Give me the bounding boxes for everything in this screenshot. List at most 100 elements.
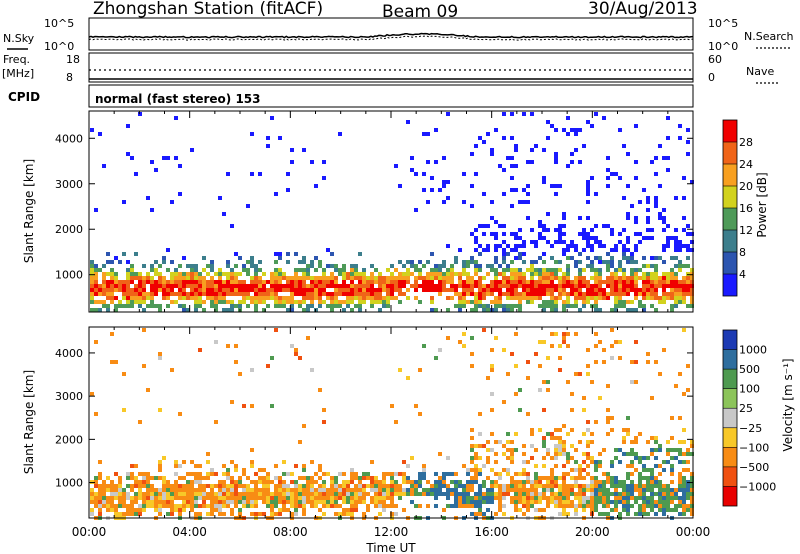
- heatmap-cell: [638, 496, 642, 500]
- heatmap-cell: [246, 484, 250, 488]
- heatmap-cell: [502, 308, 506, 312]
- heatmap-cell: [450, 296, 454, 300]
- heatmap-cell: [222, 512, 226, 516]
- heatmap-cell: [390, 484, 394, 488]
- heatmap-cell: [566, 512, 570, 516]
- heatmap-cell: [490, 480, 494, 484]
- heatmap-cell: [626, 292, 630, 296]
- heatmap-cell: [502, 504, 506, 508]
- freq-unit-label: [MHz]: [2, 67, 34, 80]
- heatmap-cell: [474, 248, 478, 252]
- heatmap-cell: [170, 368, 174, 372]
- heatmap-cell: [250, 368, 254, 372]
- heatmap-cell: [490, 500, 494, 504]
- heatmap-cell: [374, 300, 378, 304]
- heatmap-cell: [258, 284, 262, 288]
- heatmap-cell: [486, 376, 490, 380]
- heatmap-cell: [414, 268, 418, 272]
- heatmap-cell: [466, 260, 470, 264]
- heatmap-cell: [610, 276, 614, 280]
- heatmap-cell: [502, 240, 506, 244]
- heatmap-cell: [146, 472, 150, 476]
- heatmap-cell: [470, 256, 474, 260]
- heatmap-cell: [626, 428, 630, 432]
- colorbar-segment: [723, 369, 737, 389]
- heatmap-cell: [574, 460, 578, 464]
- heatmap-cell: [662, 296, 666, 300]
- heatmap-cell: [350, 288, 354, 292]
- heatmap-cell: [398, 284, 402, 288]
- heatmap-cell: [446, 180, 450, 184]
- heatmap-cell: [594, 288, 598, 292]
- heatmap-cell: [682, 476, 686, 480]
- heatmap-cell: [622, 496, 626, 500]
- heatmap-cell: [178, 292, 182, 296]
- heatmap-cell: [98, 508, 102, 512]
- x-tick-label: 04:00: [172, 525, 207, 539]
- heatmap-cell: [550, 304, 554, 308]
- heatmap-cell: [598, 256, 602, 260]
- heatmap-cell: [510, 308, 514, 312]
- heatmap-cell: [642, 512, 646, 516]
- heatmap-cell: [650, 264, 654, 268]
- heatmap-cell: [466, 500, 470, 504]
- heatmap-cell: [274, 280, 278, 284]
- heatmap-cell: [510, 232, 514, 236]
- heatmap-cell: [194, 488, 198, 492]
- heatmap-cell: [562, 488, 566, 492]
- heatmap-cell: [594, 420, 598, 424]
- heatmap-cell: [478, 296, 482, 300]
- heatmap-cell: [350, 480, 354, 484]
- heatmap-cell: [158, 288, 162, 292]
- heatmap-cell: [322, 500, 326, 504]
- heatmap-cell: [186, 280, 190, 284]
- heatmap-cell: [250, 284, 254, 288]
- velocity-colorbar-label: Velocity [m s⁻¹]: [781, 358, 795, 451]
- heatmap-cell: [558, 500, 562, 504]
- heatmap-cell: [538, 304, 542, 308]
- heatmap-cell: [466, 484, 470, 488]
- heatmap-cell: [226, 284, 230, 288]
- heatmap-cell: [182, 296, 186, 300]
- heatmap-cell: [574, 284, 578, 288]
- heatmap-cell: [626, 248, 630, 252]
- heatmap-cell: [426, 132, 430, 136]
- heatmap-cell: [214, 280, 218, 284]
- heatmap-cell: [682, 292, 686, 296]
- heatmap-cell: [94, 288, 98, 292]
- heatmap-cell: [682, 504, 686, 508]
- heatmap-cell: [478, 300, 482, 304]
- heatmap-cell: [570, 504, 574, 508]
- heatmap-cell: [494, 236, 498, 240]
- heatmap-cell: [678, 240, 682, 244]
- heatmap-cell: [338, 284, 342, 288]
- freq-tick-high: 18: [66, 53, 80, 66]
- heatmap-cell: [654, 264, 658, 268]
- heatmap-cell: [558, 292, 562, 296]
- heatmap-cell: [134, 496, 138, 500]
- heatmap-cell: [106, 484, 110, 488]
- heatmap-cell: [126, 276, 130, 280]
- heatmap-cell: [478, 288, 482, 292]
- heatmap-cell: [542, 436, 546, 440]
- heatmap-cell: [94, 280, 98, 284]
- heatmap-cell: [274, 276, 278, 280]
- heatmap-cell: [322, 288, 326, 292]
- heatmap-cell: [590, 476, 594, 480]
- heatmap-cell: [486, 492, 490, 496]
- heatmap-cell: [370, 488, 374, 492]
- heatmap-cell: [598, 272, 602, 276]
- heatmap-cell: [354, 496, 358, 500]
- heatmap-cell: [430, 296, 434, 300]
- heatmap-cell: [582, 460, 586, 464]
- heatmap-cell: [578, 464, 582, 468]
- heatmap-cell: [526, 268, 530, 272]
- heatmap-cell: [366, 284, 370, 288]
- heatmap-cell: [494, 288, 498, 292]
- heatmap-cell: [486, 248, 490, 252]
- heatmap-cell: [310, 304, 314, 308]
- heatmap-cell: [670, 500, 674, 504]
- heatmap-cell: [618, 492, 622, 496]
- heatmap-cell: [514, 284, 518, 288]
